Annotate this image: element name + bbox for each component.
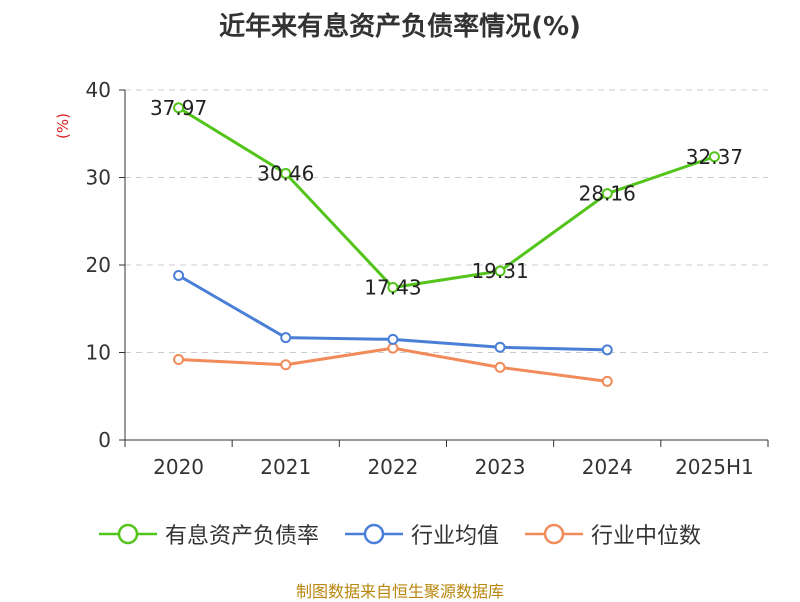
data-label: 37.97 (150, 96, 207, 120)
data-point-series-3 (173, 354, 185, 365)
x-tick-label: 2023 (475, 455, 526, 479)
data-point-series-3 (494, 361, 506, 373)
y-tick-label: 40 (86, 78, 111, 102)
legend-item-series-3[interactable]: 行业中位数 (525, 518, 701, 550)
x-tick-label: 2021 (260, 455, 311, 479)
legend-label-series-1: 有息资产负债率 (164, 524, 319, 549)
source-footer: 制图数据来自恒生聚源数据库 (295, 582, 504, 601)
data-point-series-1 (387, 281, 399, 293)
data-point-series-3 (387, 342, 399, 354)
data-label: 17.43 (364, 275, 421, 299)
legend-swatch-series-3 (525, 523, 583, 545)
data-point-series-1 (494, 265, 506, 277)
y-tick-label: 0 (98, 428, 111, 452)
data-point-series-2 (601, 344, 613, 356)
legend-swatch-series-1 (98, 523, 157, 545)
legend-item-series-1[interactable]: 有息资产负债率 (98, 518, 319, 550)
y-tick-label: 20 (86, 253, 111, 277)
chart-title: 近年来有息资产负债率情况(%) (219, 12, 581, 42)
data-point-series-2 (387, 333, 399, 345)
data-point-series-1 (173, 102, 185, 114)
data-point-series-1 (708, 151, 720, 163)
data-label: 28.16 (579, 182, 636, 206)
x-tick-label: 2022 (367, 455, 418, 479)
data-point-series-1 (601, 188, 613, 200)
x-tick-label: 2025H1 (675, 455, 754, 479)
legend-swatch-series-2 (344, 523, 403, 545)
data-point-series-2 (280, 332, 292, 344)
data-point-series-3 (601, 375, 613, 387)
y-tick-label: 10 (86, 341, 111, 365)
y-tick-label: 30 (86, 166, 111, 190)
data-label: 32.37 (686, 145, 743, 169)
y-axis-label: (%) (54, 113, 72, 139)
chart-legend: 有息资产负债率 行业均值 行业中位数 (0, 518, 800, 550)
data-point-series-2 (173, 270, 185, 281)
legend-item-series-2[interactable]: 行业均值 (344, 518, 499, 550)
series-line-1 (177, 106, 715, 289)
legend-label-series-3: 行业中位数 (591, 524, 702, 549)
data-label: 19.31 (471, 259, 528, 283)
data-point-series-2 (494, 341, 506, 353)
x-tick-label: 2024 (582, 455, 633, 479)
data-point-series-3 (280, 359, 292, 371)
data-label: 30.46 (257, 161, 314, 185)
data-point-series-1 (280, 167, 292, 179)
x-tick-label: 2020 (153, 455, 204, 479)
legend-label-series-2: 行业均值 (410, 524, 499, 549)
